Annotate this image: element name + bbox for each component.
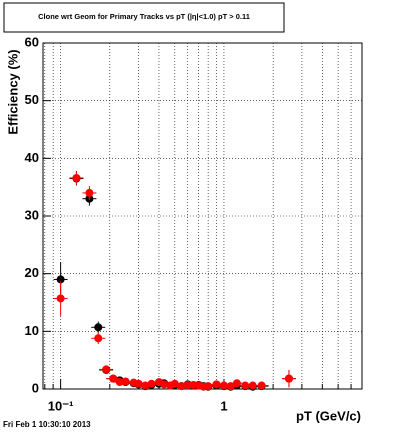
data-point bbox=[257, 381, 266, 390]
data-point bbox=[94, 334, 103, 343]
data-point bbox=[121, 377, 130, 386]
y-tick-label: 20 bbox=[25, 265, 39, 280]
y-tick-label: 0 bbox=[32, 380, 39, 395]
data-point bbox=[72, 173, 81, 182]
y-axis-label: Efficiency (%) bbox=[5, 49, 20, 134]
data-point bbox=[56, 275, 65, 284]
data-point bbox=[204, 382, 213, 391]
data-point bbox=[177, 382, 186, 391]
data-point bbox=[102, 365, 111, 374]
y-tick-label: 10 bbox=[25, 323, 39, 338]
footer: Fri Feb 1 10:30:10 2013 bbox=[3, 420, 91, 429]
data-point bbox=[56, 294, 65, 303]
data-point bbox=[212, 380, 221, 389]
title-box bbox=[3, 2, 285, 33]
data-point bbox=[219, 381, 228, 390]
chart-title: Clone wrt Geom for Primary Tracks vs pT … bbox=[38, 12, 250, 21]
y-tick-label: 30 bbox=[25, 207, 39, 222]
x-tick-label: 10⁻¹ bbox=[48, 398, 74, 413]
y-tick-label: 60 bbox=[25, 34, 39, 49]
data-point bbox=[241, 381, 250, 390]
x-tick-label: 1 bbox=[220, 398, 227, 413]
data-point bbox=[147, 379, 156, 388]
data-point bbox=[134, 379, 143, 388]
y-tick-label: 40 bbox=[25, 150, 39, 165]
data-point bbox=[85, 188, 94, 197]
y-tick-label: 50 bbox=[25, 92, 39, 107]
data-point bbox=[248, 381, 257, 390]
data-point bbox=[94, 323, 103, 332]
data-point bbox=[160, 380, 169, 389]
x-axis-label: pT (GeV/c) bbox=[296, 408, 361, 423]
data-point bbox=[226, 382, 235, 391]
data-point bbox=[115, 378, 124, 387]
data-point bbox=[109, 374, 118, 383]
data-point bbox=[284, 374, 293, 383]
